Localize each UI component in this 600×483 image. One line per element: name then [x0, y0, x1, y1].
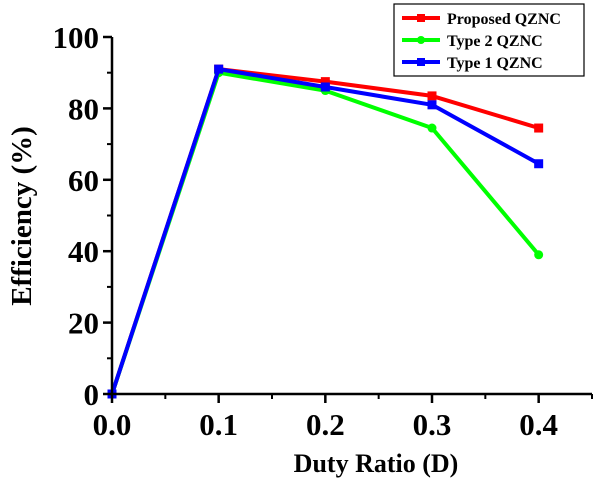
series-layer [107, 64, 544, 399]
data-point-proposed-qznc [320, 77, 330, 87]
y-tick-label: 40 [68, 234, 99, 269]
x-axis-title: Duty Ratio (D) [294, 449, 459, 478]
data-point-type-2-qznc [534, 250, 544, 260]
data-point-type-1-qznc [214, 64, 224, 74]
x-tick-label: 0.0 [93, 407, 132, 442]
y-tick-label: 80 [68, 91, 99, 126]
x-tick-label: 0.1 [199, 407, 238, 442]
legend: Proposed QZNC Type 2 QZNC Type 1 QZNC [393, 3, 585, 77]
legend-marker-proposed-qznc [417, 14, 425, 22]
data-point-type-2-qznc [427, 123, 437, 133]
data-point-type-1-qznc [427, 100, 437, 110]
y-tick-label: 0 [84, 377, 100, 412]
legend-label-type-1-qznc: Type 1 QZNC [447, 55, 543, 72]
x-tick-label: 0.3 [413, 407, 452, 442]
y-axis-title: Efficiency (%) [6, 126, 38, 306]
data-point-type-1-qznc [534, 159, 544, 169]
series-line-type-2-qznc [110, 70, 541, 395]
x-tick-label: 0.4 [519, 407, 558, 442]
data-point-type-1-qznc [320, 82, 330, 92]
legend-marker-type-2-qznc [417, 36, 425, 44]
y-tick-label: 20 [68, 306, 99, 341]
legend-label-proposed-qznc: Proposed QZNC [447, 11, 561, 28]
series-line-proposed-qznc [110, 67, 540, 395]
legend-label-type-2-qznc: Type 2 QZNC [447, 33, 543, 50]
data-point-proposed-qznc [534, 123, 544, 133]
legend-marker-type-1-qznc [417, 58, 425, 66]
series-line-type-1-qznc [110, 67, 540, 395]
x-tick-label: 0.2 [306, 407, 345, 442]
y-tick-label: 60 [68, 163, 99, 198]
y-tick-label: 100 [53, 20, 100, 55]
data-point-proposed-qznc [427, 91, 437, 101]
axes-layer: 0.0 0.1 0.2 0.3 0.4 0 20 40 60 80 100 [53, 20, 593, 442]
